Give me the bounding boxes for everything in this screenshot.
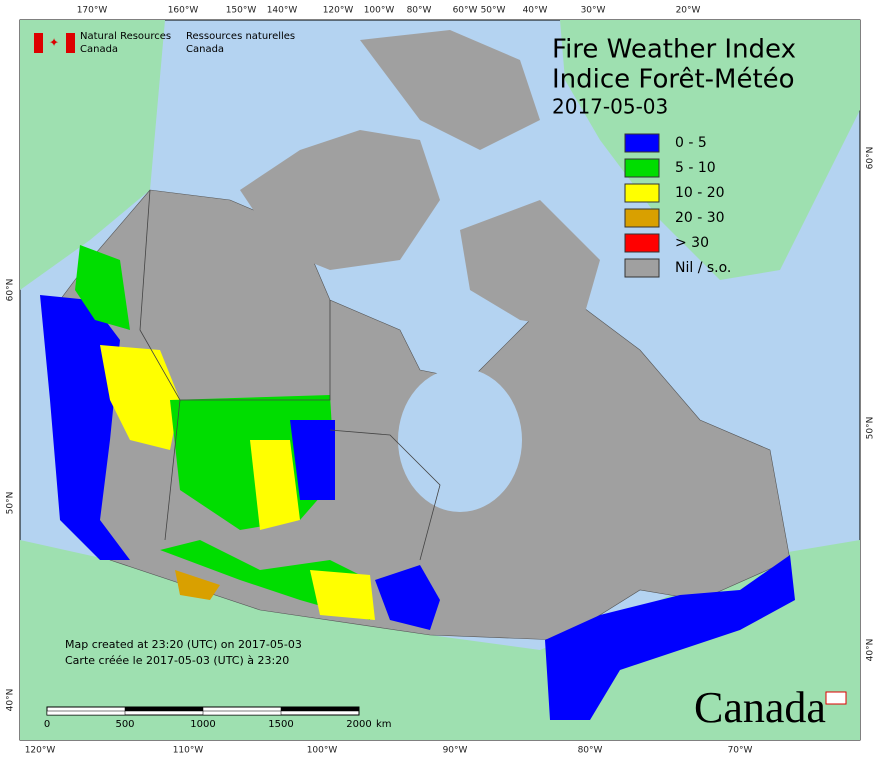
wordmark: Canada: [694, 683, 826, 732]
legend-label: > 30: [675, 235, 709, 251]
lat-label: 50°N: [866, 417, 876, 440]
fwi-manitoba: [290, 420, 335, 500]
lon-label: 140°W: [267, 6, 298, 16]
legend-swatch: [624, 133, 660, 153]
org-fr: Ressources naturelles: [186, 31, 295, 42]
legend-label: 20 - 30: [675, 210, 725, 226]
flag-left: [34, 33, 43, 53]
legend-label: 0 - 5: [675, 135, 707, 151]
legend-label: Nil / s.o.: [675, 260, 731, 276]
arctic-islands: [240, 130, 440, 270]
lon-label: 160°W: [168, 6, 199, 16]
scale-segment: [202, 710, 282, 716]
lat-label: 60°N: [6, 279, 16, 302]
fwi-alberta-south: [175, 570, 220, 600]
legend-label: 5 - 10: [675, 160, 716, 176]
lon-label: 50°W: [481, 6, 506, 16]
org-en: Canada: [80, 44, 118, 55]
lon-label: 30°W: [581, 6, 606, 16]
legend-swatch: [624, 233, 660, 253]
credit: Map created at 23:20 (UTC) on 2017-05-03: [65, 638, 302, 651]
legend-swatch: [624, 208, 660, 228]
fwi-bc-north: [100, 345, 180, 450]
org-en: Natural Resources: [80, 31, 171, 42]
lon-label: 80°W: [407, 6, 432, 16]
maple-leaf: ✦: [49, 36, 59, 50]
lon-label: 120°W: [25, 746, 56, 756]
lon-label: 100°W: [307, 746, 338, 756]
lon-label: 40°W: [523, 6, 548, 16]
legend-swatch: [624, 258, 660, 278]
lon-label: 150°W: [226, 6, 257, 16]
scale-label: 1500: [268, 719, 293, 730]
border: [180, 300, 331, 401]
lon-label: 120°W: [323, 6, 354, 16]
wordmark-flag: [825, 691, 847, 705]
legend-label: 10 - 20: [675, 185, 725, 201]
lat-label: 50°N: [6, 492, 16, 515]
scale-label: 2000: [346, 719, 371, 730]
border: [329, 429, 441, 561]
lon-label: 100°W: [364, 6, 395, 16]
scale-label: 1000: [190, 719, 215, 730]
scale-unit: km: [376, 719, 392, 730]
scale-label: 500: [115, 719, 134, 730]
fwi-nw-ontario: [375, 565, 440, 630]
legend-swatch: [624, 158, 660, 178]
lon-label: 20°W: [676, 6, 701, 16]
usa-west: [20, 540, 560, 740]
lon-label: 70°W: [728, 746, 753, 756]
lat-label: 40°N: [6, 689, 16, 712]
lon-label: 110°W: [173, 746, 204, 756]
baffin: [460, 200, 600, 330]
fwi-sask: [250, 440, 300, 530]
alaska: [20, 20, 165, 290]
date: 2017-05-03: [552, 95, 668, 119]
fwi-south-sask: [310, 570, 375, 620]
org-fr: Canada: [186, 44, 224, 55]
lon-label: 90°W: [443, 746, 468, 756]
fwi-east: [545, 555, 795, 720]
border: [139, 189, 181, 541]
credit: Carte créée le 2017-05-03 (UTC) à 23:20: [65, 654, 289, 667]
ellesmere: [360, 30, 540, 150]
scale-segment: [46, 710, 126, 716]
flag-right: [66, 33, 75, 53]
hudson-bay: [398, 368, 522, 512]
greenland: [560, 20, 860, 280]
lat-label: 40°N: [866, 639, 876, 662]
scale-segment: [124, 706, 204, 712]
title-fr: Indice Forêt-Météo: [552, 65, 795, 95]
lon-label: 80°W: [578, 746, 603, 756]
fwi-yukon: [75, 245, 130, 330]
lat-label: 60°N: [866, 147, 876, 170]
lon-label: 60°W: [453, 6, 478, 16]
lon-label: 170°W: [77, 6, 108, 16]
legend-swatch: [624, 183, 660, 203]
scale-segment: [280, 706, 360, 712]
title-en: Fire Weather Index: [552, 35, 796, 65]
scale-label: 0: [44, 719, 50, 730]
